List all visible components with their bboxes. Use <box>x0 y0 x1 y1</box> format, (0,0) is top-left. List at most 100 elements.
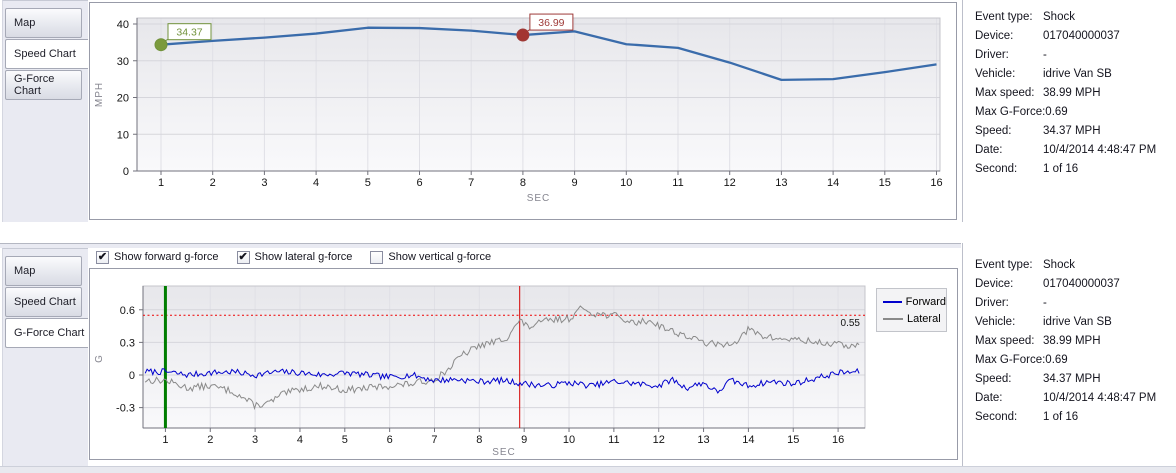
svg-text:11: 11 <box>672 177 683 189</box>
detail-row: Speed: 34.37 MPH <box>975 124 1101 137</box>
checkbox-vertical-gforce[interactable]: Show vertical g-force <box>370 250 492 264</box>
tab-strip-top: Map Speed Chart G-Force Chart <box>2 0 88 222</box>
svg-text:36.99: 36.99 <box>538 17 564 29</box>
panel-top-strip <box>0 243 961 248</box>
event-details-top: Event type: Shock Device: 017040000037 Dri… <box>975 7 1156 178</box>
legend-item-forward: Forward <box>883 293 946 310</box>
marker-callout <box>529 13 574 31</box>
svg-text:SEC: SEC <box>527 193 551 204</box>
tab-map-bottom[interactable]: Map <box>5 256 82 286</box>
svg-text:20: 20 <box>117 93 129 105</box>
svg-text:-0.3: -0.3 <box>116 403 135 415</box>
svg-text:G: G <box>94 355 105 363</box>
tab-speed-chart-bottom[interactable]: Speed Chart <box>5 287 82 317</box>
svg-text:8: 8 <box>520 177 526 189</box>
legend-item-lateral: Lateral <box>883 310 946 327</box>
legend-forward-label: Forward <box>905 295 946 308</box>
gforce-panel: Map Speed Chart G-Force Chart ✔ Show for… <box>0 243 1176 466</box>
svg-text:10: 10 <box>563 434 575 446</box>
svg-text:0: 0 <box>129 370 135 382</box>
svg-text:1: 1 <box>162 434 168 446</box>
detail-row: Max G-Force: 0.69 <box>975 105 1068 118</box>
lateral-line-swatch <box>883 317 903 320</box>
legend-lateral-label: Lateral <box>907 312 941 325</box>
checkbox-lateral-gforce[interactable]: ✔ Show lateral g-force <box>236 250 353 264</box>
vertical-divider-top <box>962 0 963 222</box>
checkbox-forward-gforce[interactable]: ✔ Show forward g-force <box>96 250 219 264</box>
detail-row: Event type: Shock <box>975 10 1075 23</box>
vertical-divider-bottom <box>962 243 963 466</box>
svg-text:13: 13 <box>775 177 787 189</box>
forward-gforce-line <box>144 367 860 394</box>
lateral-gforce-line <box>144 305 860 411</box>
speed-chart-box: 0 10 20 30 40 1 2 3 4 5 6 7 8 9 10 11 12 13 14 15 16 SEC MPH 34… <box>89 2 957 220</box>
speed-line <box>160 26 937 82</box>
checkbox-lateral-label: Show lateral g-force <box>254 251 353 263</box>
svg-text:15: 15 <box>879 177 891 189</box>
detail-row: Second: 1 of 16 <box>975 410 1079 423</box>
svg-text:16: 16 <box>930 177 942 189</box>
gforce-chart[interactable]: -0.300.30.61 2 3 4 5 6 7 8 9 10 11 12 13 14 15 16SECG0.… <box>92 271 955 457</box>
tab-strip-bottom: Map Speed Chart G-Force Chart <box>2 248 88 466</box>
svg-text:9: 9 <box>521 434 527 446</box>
detail-row: Device: 017040000037 <box>975 29 1120 42</box>
speed-grid <box>137 18 940 171</box>
svg-text:9: 9 <box>572 177 578 189</box>
detail-row: Driver: - <box>975 296 1047 309</box>
detail-row: Max speed: 38.99 MPH <box>975 86 1101 99</box>
svg-text:1: 1 <box>158 177 164 189</box>
svg-text:7: 7 <box>468 177 474 189</box>
tab-speed-chart-top[interactable]: Speed Chart <box>5 39 88 69</box>
svg-text:14: 14 <box>742 434 754 446</box>
detail-row: Driver: - <box>975 48 1047 61</box>
gforce-toggles: ✔ Show forward g-force ✔ Show lateral g-… <box>96 249 491 265</box>
forward-line-swatch <box>883 300 902 303</box>
gforce-chart-box: -0.3 0 0.3 0.6 1 2 3 4 5 6 7 8 9 10 11 12 13 14 15 16 SEC G 0.… <box>89 268 958 460</box>
detail-row: Vehicle: idrive Van SB <box>975 67 1112 80</box>
threshold-label: 0.55 <box>841 318 861 329</box>
checkbox-vertical-box[interactable] <box>370 250 384 264</box>
svg-text:0: 0 <box>123 166 129 178</box>
svg-text:14: 14 <box>827 177 839 189</box>
footer-strip <box>0 466 1176 473</box>
detail-row: Event type: Shock <box>975 258 1075 271</box>
speed-marker <box>154 38 168 52</box>
tab-map-top[interactable]: Map <box>5 8 82 38</box>
svg-text:40: 40 <box>117 19 129 31</box>
svg-text:10: 10 <box>620 177 632 189</box>
svg-text:MPH: MPH <box>94 82 105 107</box>
svg-text:8: 8 <box>476 434 482 446</box>
tab-gforce-chart-top[interactable]: G-Force Chart <box>5 70 82 100</box>
svg-text:13: 13 <box>697 434 709 446</box>
detail-row: Device: 017040000037 <box>975 277 1120 290</box>
speed-panel: Map Speed Chart G-Force Chart 0 10 20 30 40 1… <box>0 0 1176 222</box>
svg-text:11: 11 <box>608 434 619 446</box>
tab-gforce-chart-bottom[interactable]: G-Force Chart <box>5 318 88 348</box>
svg-text:2: 2 <box>207 434 213 446</box>
detail-row: Speed: 34.37 MPH <box>975 372 1101 385</box>
svg-text:0.3: 0.3 <box>120 337 135 349</box>
svg-text:16: 16 <box>832 434 844 446</box>
detail-row: Date: 10/4/2014 4:48:47 PM <box>975 143 1157 156</box>
svg-text:5: 5 <box>342 434 348 446</box>
svg-text:4: 4 <box>297 434 303 446</box>
checkbox-forward-label: Show forward g-force <box>114 251 219 263</box>
svg-text:34.37: 34.37 <box>176 27 202 39</box>
svg-text:7: 7 <box>431 434 437 446</box>
checkbox-vertical-label: Show vertical g-force <box>388 251 492 263</box>
speed-marker <box>516 28 530 42</box>
svg-text:12: 12 <box>653 434 665 446</box>
detail-row: Vehicle: idrive Van SB <box>975 315 1112 328</box>
svg-text:SEC: SEC <box>492 447 516 457</box>
checkbox-lateral-box[interactable]: ✔ <box>236 250 250 264</box>
svg-text:15: 15 <box>787 434 799 446</box>
svg-text:3: 3 <box>252 434 258 446</box>
checkbox-forward-box[interactable]: ✔ <box>96 250 109 264</box>
svg-text:10: 10 <box>117 129 129 141</box>
svg-text:6: 6 <box>416 177 422 189</box>
svg-text:3: 3 <box>261 177 267 189</box>
marker-callout <box>167 23 212 41</box>
